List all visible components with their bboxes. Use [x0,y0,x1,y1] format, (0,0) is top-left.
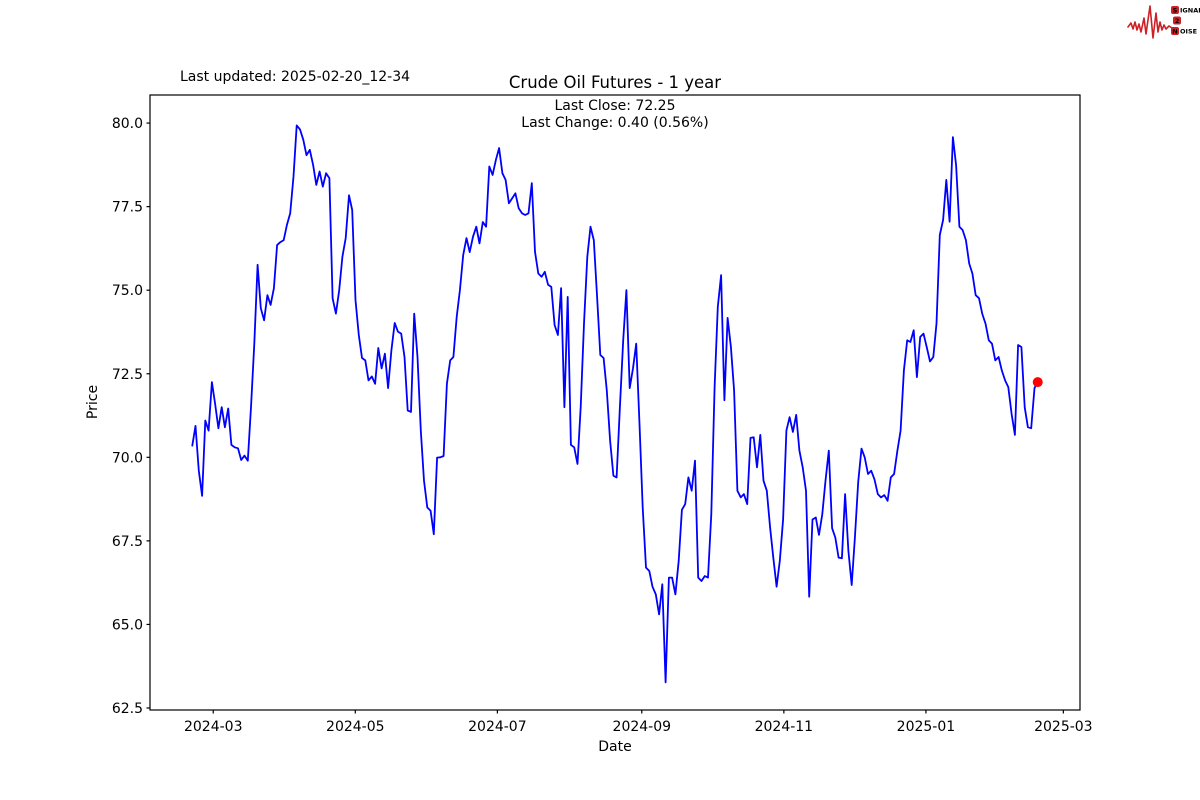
y-tick-label: 70.0 [112,450,143,466]
y-tick-label: 77.5 [112,200,143,216]
x-tick-label: 2024-03 [184,719,243,735]
y-axis-title: Price [85,385,101,419]
x-tick-label: 2025-03 [1034,719,1093,735]
x-tick-label: 2024-11 [755,719,814,735]
annotation-last-change: Last Change: 0.40 (0.56%) [521,115,708,131]
y-axis-ticks: 80.0 77.5 75.0 72.5 70.0 67.5 65.0 62.5 [112,116,150,717]
ekg-waveform-icon [1127,5,1173,39]
logo-word-signal: IGNAL [1180,7,1200,15]
logo-row-2: 2 [1173,16,1181,25]
logo-digit-2: 2 [1175,17,1180,25]
price-series [191,124,1043,684]
logo-letterbox-2 [1173,16,1181,25]
logo-letter-s: S [1173,7,1178,15]
chart-title: Crude Oil Futures - 1 year [509,73,721,92]
plot-border [149,94,1081,711]
logo-letterbox-s [1171,6,1179,14]
y-tick-label: 72.5 [112,367,143,383]
logo-letter-n: N [1172,28,1177,36]
logo-row-noise: N OISE [1171,27,1197,36]
y-tick-label: 62.5 [112,701,143,717]
y-tick-label: 67.5 [112,534,143,550]
last-updated-label: Last updated: 2025-02-20_12-34 [180,69,410,85]
logo-row-signal: S IGNAL [1171,6,1200,15]
last-price-dot [1032,377,1043,388]
x-tick-label: 2024-09 [613,719,672,735]
price-line [191,124,1039,684]
x-tick-label: 2025-01 [897,719,956,735]
signal2noise-logo: S IGNAL 2 N OISE [1127,5,1200,39]
y-tick-label: 80.0 [112,116,143,132]
x-axis-title: Date [598,739,631,755]
x-axis-ticks: 2024-03 2024-05 2024-07 2024-09 2024-11 2025-… [184,710,1093,735]
annotation-last-close: Last Close: 72.25 [555,98,676,114]
logo-letterbox-n [1171,27,1179,35]
logo-word-noise: OISE [1180,28,1197,36]
y-tick-label: 65.0 [112,617,143,633]
x-tick-label: 2024-07 [468,719,527,735]
x-tick-label: 2024-05 [326,719,385,735]
y-tick-label: 75.0 [112,283,143,299]
